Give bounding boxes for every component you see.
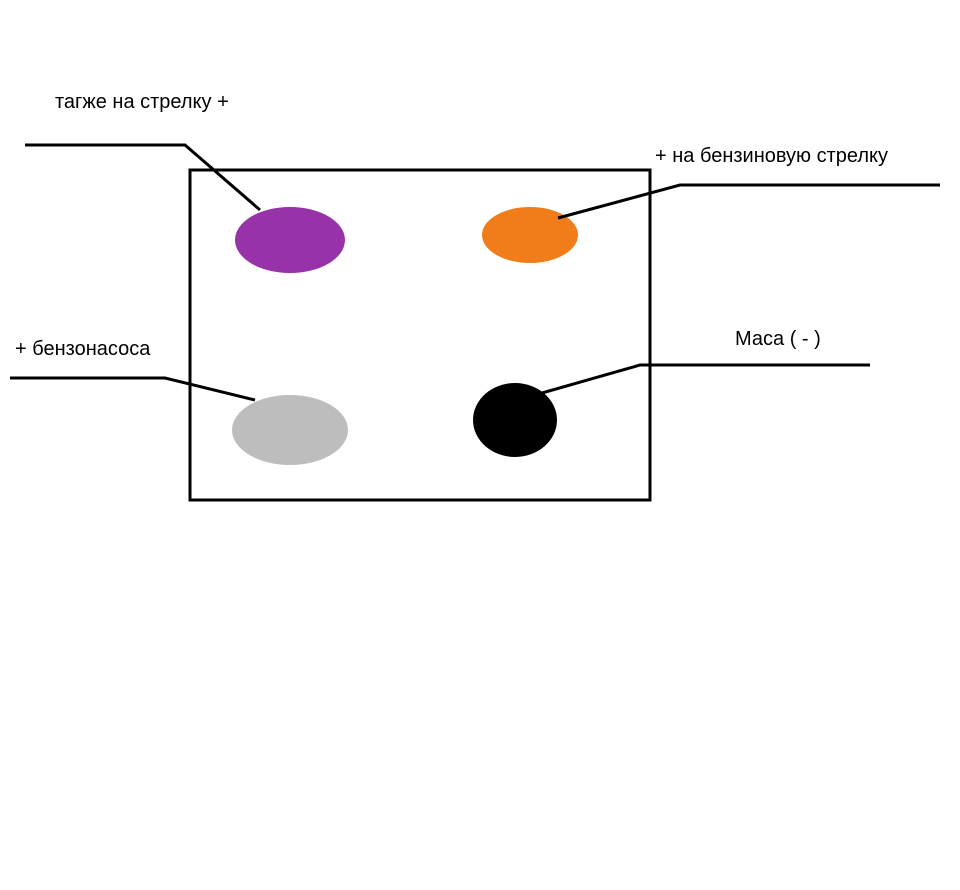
callout-label-top-right: + на бензиновую стрелку	[655, 145, 888, 167]
callout-line-bottom-left	[10, 378, 255, 400]
pin-black	[473, 383, 557, 457]
callout-label-bottom-left: + бензонасоса	[15, 338, 151, 360]
pin-purple	[235, 207, 345, 273]
callout-label-top-left: тагже на стрелку +	[55, 91, 229, 113]
callout-line-top-right	[558, 185, 940, 218]
callout-line-bottom-right	[535, 365, 870, 395]
pin-grey	[232, 395, 348, 465]
callout-line-top-left	[25, 145, 260, 210]
connector-diagram: тагже на стрелку + + на бензиновую стрелк…	[0, 0, 960, 890]
callout-label-bottom-right: Маса ( - )	[735, 328, 821, 350]
